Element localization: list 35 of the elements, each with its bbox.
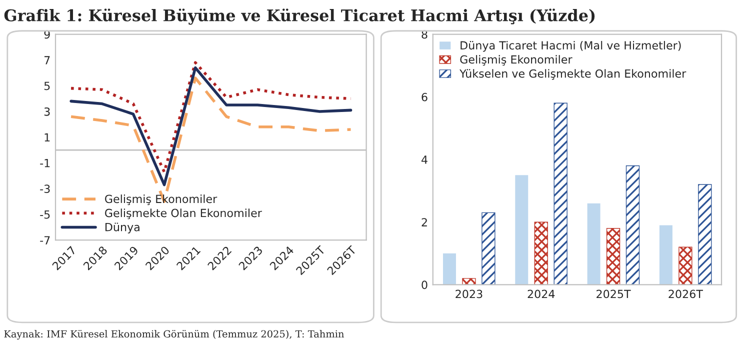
y-tick-label: 4: [422, 156, 428, 164]
bar: [606, 228, 620, 285]
bar: [554, 102, 568, 285]
bar: [443, 253, 456, 285]
y-tick-label: 3: [44, 107, 50, 116]
chart-title: Grafik 1: Küresel Büyüme ve Küresel Ticaret Hacmi Artışı (Yüzde): [4, 8, 595, 25]
legend-label: Gelişmekte Olan Ekonomiler: [105, 208, 262, 220]
y-tick-label: -5: [40, 210, 50, 219]
legend-label: Gelişmiş Ekonomiler: [460, 55, 572, 66]
bar: [659, 225, 672, 285]
x-tick-label: 2025T: [596, 290, 631, 298]
y-tick-label: 2: [422, 218, 427, 226]
y-tick-label: -7: [40, 236, 50, 244]
bar: [678, 246, 692, 285]
legend-label: Yükselen ve Gelişmekte Olan Ekonomiler: [460, 69, 686, 80]
bar: [482, 212, 496, 285]
legend-label: Dünya Ticaret Hacmi (Mal ve Hizmetler): [460, 40, 681, 52]
y-tick-label: 7: [44, 56, 50, 64]
bar: [462, 278, 476, 285]
y-tick-label: 0: [422, 280, 428, 290]
x-tick-label: 2024: [528, 290, 555, 298]
bar: [698, 184, 712, 285]
y-tick-label: -3: [40, 184, 50, 194]
bar: [587, 203, 600, 285]
y-tick-label: 1: [44, 133, 50, 142]
x-tick-label: 2023: [456, 290, 482, 298]
y-tick-label: -1: [40, 159, 50, 168]
text: Kaynak: IMF Küresel Ekonomik Görünüm (Temmuz 2025), T: Tahmin: [4, 330, 344, 340]
y-tick-label: 5: [44, 82, 50, 90]
y-tick-label: 6: [422, 92, 428, 102]
bar: [515, 175, 528, 285]
legend-label: Dünya: [105, 222, 140, 234]
x-tick-label: 2026T: [668, 290, 703, 298]
bar: [626, 165, 640, 285]
bar: [534, 222, 548, 285]
